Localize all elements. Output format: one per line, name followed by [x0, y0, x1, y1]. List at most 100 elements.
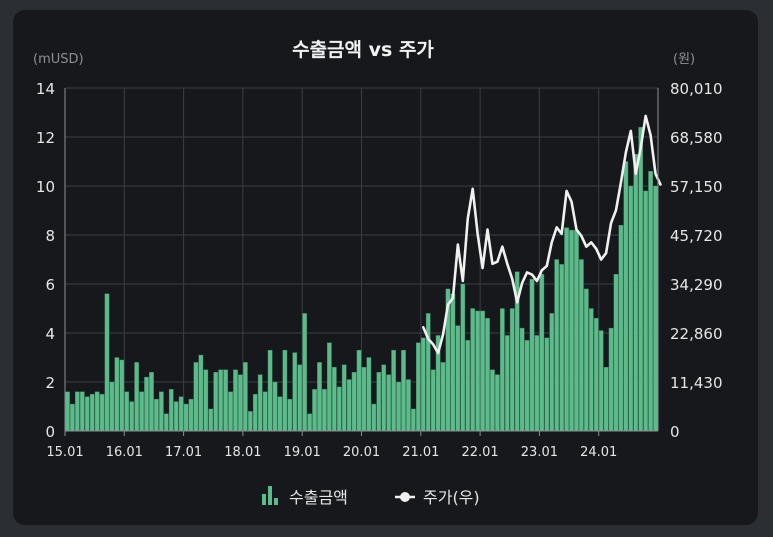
export-bar: [633, 153, 639, 432]
export-bar: [618, 224, 624, 432]
export-bar: [425, 313, 431, 432]
export-bar: [430, 369, 436, 432]
export-bar: [203, 369, 209, 432]
export-bar: [149, 372, 154, 432]
chart: 수출금액 vs 주가 (mUSD) (원) 14 80,010 12 68,580 10…: [33, 39, 723, 507]
export-bar: [119, 359, 125, 432]
export-bar: [470, 308, 476, 432]
export-bar: [243, 362, 248, 432]
export-bar: [524, 340, 530, 432]
export-bar: [247, 411, 253, 432]
export-bar: [297, 364, 303, 432]
export-bar: [554, 259, 560, 432]
x-tick-label: 15.01: [46, 445, 83, 460]
left-axis-unit: (mUSD): [33, 52, 84, 67]
export-bar: [440, 362, 446, 432]
export-bar: [564, 227, 569, 432]
export-bar: [361, 367, 367, 432]
export-bar: [262, 391, 268, 432]
export-bar: [287, 398, 293, 432]
export-bar: [178, 396, 184, 432]
export-bar: [490, 369, 495, 432]
export-bar: [312, 389, 317, 432]
export-bar: [396, 381, 401, 432]
export-bar: [322, 389, 327, 432]
right-axis-unit: (원): [673, 52, 695, 67]
left-y-tick-label: 4: [45, 325, 55, 343]
export-bar: [574, 229, 579, 432]
export-bar: [84, 396, 90, 432]
export-bar: [154, 398, 159, 432]
export-bar: [75, 391, 80, 432]
export-bar: [588, 308, 594, 432]
export-bar: [99, 394, 105, 432]
export-bar: [406, 379, 411, 432]
export-bar: [411, 408, 416, 432]
export-bar: [376, 372, 382, 432]
export-bar: [603, 367, 609, 432]
export-bar: [238, 374, 243, 432]
export-bar: [653, 185, 658, 432]
export-bar: [129, 401, 135, 432]
export-bar: [579, 259, 584, 432]
export-bar: [549, 313, 555, 432]
export-bar: [282, 349, 288, 432]
export-bar: [218, 369, 223, 432]
export-bar: [475, 310, 480, 432]
right-y-tick-label: 57,150: [670, 178, 723, 196]
export-bar: [163, 413, 169, 432]
export-bar: [480, 310, 485, 432]
export-bar: [529, 278, 535, 432]
export-bar: [455, 325, 461, 432]
export-bar: [233, 369, 238, 432]
export-bar: [188, 398, 194, 432]
export-bar: [124, 391, 130, 432]
right-y-tick-label: 0: [670, 423, 680, 441]
export-bar: [569, 229, 574, 432]
export-bar: [228, 391, 233, 432]
export-bar: [598, 330, 604, 432]
export-bar: [450, 293, 456, 432]
export-bar: [509, 308, 515, 432]
export-bar: [307, 413, 312, 432]
legend-export-label: 수출금액: [289, 488, 348, 507]
export-bar: [193, 362, 199, 432]
export-bar: [495, 374, 500, 432]
left-y-tick-label: 0: [45, 423, 55, 441]
export-bar: [648, 171, 653, 432]
left-y-tick-label: 10: [36, 178, 55, 196]
export-bar: [89, 394, 95, 432]
export-bars: [65, 126, 658, 432]
export-bar: [173, 401, 179, 432]
x-tick-label: 22.01: [461, 445, 498, 460]
export-bar: [539, 274, 545, 432]
export-bar: [416, 342, 421, 432]
export-bar: [371, 403, 377, 432]
export-bar: [534, 335, 540, 432]
export-bar: [252, 394, 258, 432]
export-bar: [223, 369, 228, 432]
export-bar: [519, 327, 525, 432]
stock-price-line-group: [421, 114, 662, 355]
export-bar: [608, 327, 614, 432]
export-bar: [208, 408, 214, 432]
export-bar: [420, 337, 426, 432]
export-bar: [584, 288, 589, 432]
export-bar: [79, 391, 85, 432]
export-bar: [638, 126, 644, 432]
export-bar: [366, 357, 372, 432]
left-y-tick-label: 12: [36, 129, 55, 147]
export-bar: [272, 381, 278, 432]
chart-card: 수출금액 vs 주가 (mUSD) (원) 14 80,010 12 68,580 10…: [13, 10, 758, 525]
legend-line-icon: [395, 492, 415, 502]
export-bar: [623, 161, 629, 432]
export-bar: [114, 357, 120, 432]
export-bar: [346, 379, 352, 432]
export-bar: [391, 349, 396, 432]
export-bar: [500, 308, 505, 432]
export-bar: [198, 354, 204, 432]
legend-bar-icon: [262, 486, 278, 505]
x-tick-label: 19.01: [284, 445, 321, 460]
x-tick-label: 20.01: [343, 445, 380, 460]
x-tick-label: 17.01: [165, 445, 202, 460]
